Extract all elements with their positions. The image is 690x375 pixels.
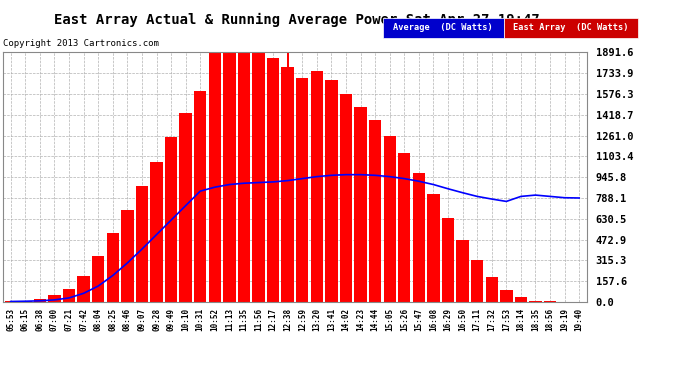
Bar — [369, 120, 382, 302]
Bar — [471, 260, 484, 302]
Bar — [500, 290, 513, 302]
Text: East Array  (DC Watts): East Array (DC Watts) — [513, 23, 629, 32]
Bar — [253, 53, 265, 302]
Bar — [63, 289, 75, 302]
Text: Copyright 2013 Cartronics.com: Copyright 2013 Cartronics.com — [3, 39, 159, 48]
Bar — [106, 233, 119, 302]
Bar — [257, 53, 259, 302]
Bar — [339, 94, 352, 302]
Bar — [267, 58, 279, 302]
Bar — [92, 256, 104, 302]
Bar — [48, 295, 61, 302]
Bar — [515, 297, 527, 302]
Bar — [238, 53, 250, 302]
Bar — [413, 172, 425, 302]
Bar — [208, 53, 221, 302]
Bar — [456, 240, 469, 302]
Bar — [325, 80, 337, 302]
Bar — [136, 186, 148, 302]
Bar — [384, 136, 396, 302]
Bar — [179, 113, 192, 302]
Bar — [121, 210, 134, 302]
Bar — [253, 53, 265, 302]
Text: Average  (DC Watts): Average (DC Watts) — [393, 23, 493, 32]
Bar — [34, 299, 46, 302]
Bar — [77, 276, 90, 302]
Bar — [243, 298, 245, 302]
Bar — [442, 217, 454, 302]
Bar — [296, 78, 308, 302]
Bar — [398, 153, 411, 302]
Bar — [238, 53, 250, 302]
Bar — [267, 58, 279, 302]
Bar — [529, 300, 542, 302]
Bar — [486, 278, 498, 302]
Bar — [19, 300, 32, 302]
Bar — [194, 91, 206, 302]
Bar — [286, 53, 289, 302]
Text: East Array Actual & Running Average Power Sat Apr 27 19:47: East Array Actual & Running Average Powe… — [54, 13, 540, 27]
Bar — [272, 298, 274, 302]
Bar — [282, 67, 294, 302]
Bar — [223, 53, 235, 302]
Bar — [5, 301, 17, 302]
Bar — [214, 298, 216, 302]
Bar — [355, 107, 367, 302]
Bar — [223, 53, 235, 302]
Bar — [228, 53, 230, 302]
Bar — [208, 53, 221, 302]
Bar — [310, 71, 323, 302]
Bar — [427, 194, 440, 302]
Bar — [150, 162, 163, 302]
Bar — [165, 137, 177, 302]
